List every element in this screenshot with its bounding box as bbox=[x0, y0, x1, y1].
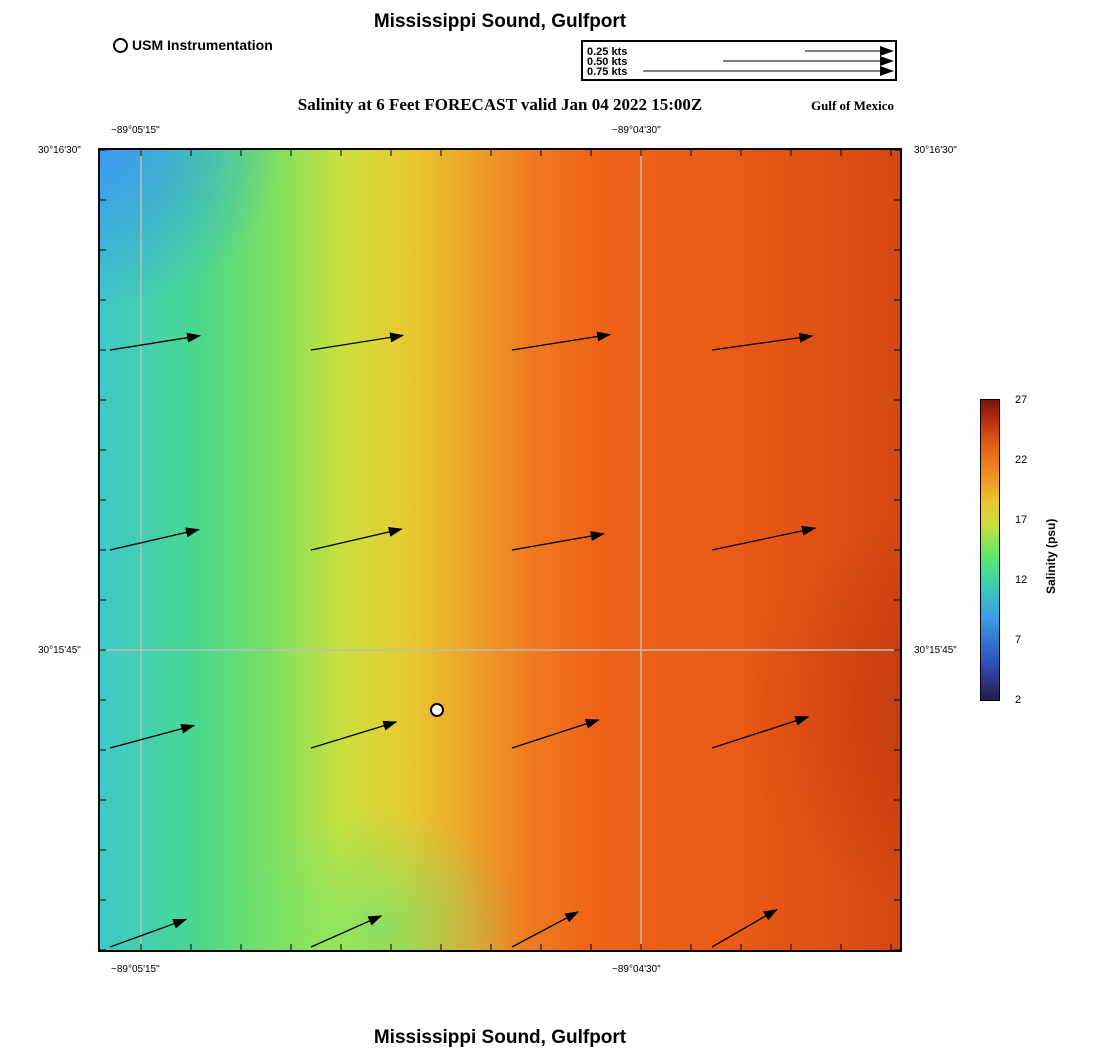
current-vector-r0-c1 bbox=[310, 332, 405, 351]
station-circle-icon bbox=[113, 37, 128, 53]
map-overlay bbox=[100, 150, 900, 950]
colorbar-tick-22: 22 bbox=[1015, 454, 1028, 466]
y-tick-right-2: 30°15'45" bbox=[914, 645, 957, 656]
current-vector-r1-c1 bbox=[310, 527, 403, 551]
current-vector-r3-c0 bbox=[109, 918, 188, 948]
salinity-map bbox=[98, 148, 902, 952]
map-footer-title: Mississippi Sound, Gulfport bbox=[373, 1027, 627, 1048]
colorbar-tick-27: 27 bbox=[1015, 394, 1028, 406]
x-tick-bottom-2: −89°04'30" bbox=[612, 964, 661, 975]
current-vector-r1-c3 bbox=[711, 525, 817, 551]
colorbar-tick-12: 12 bbox=[1015, 574, 1028, 586]
y-tick-left-1: 30°16'30" bbox=[38, 145, 81, 156]
y-tick-right-1: 30°16'30" bbox=[914, 145, 957, 156]
current-vector-r2-c2 bbox=[511, 719, 600, 749]
salinity-colorbar bbox=[980, 399, 1000, 701]
current-vector-r0-c2 bbox=[511, 331, 612, 351]
x-tick-top-2: −89°04'30" bbox=[612, 125, 661, 136]
map-subtitle: Salinity at 6 Feet FORECAST valid Jan 04… bbox=[297, 95, 703, 114]
speed-scale-legend: 0.25 kts 0.50 kts 0.75 kts bbox=[581, 40, 897, 81]
colorbar-title: Salinity (psu) bbox=[1044, 518, 1058, 594]
current-vector-r3-c1 bbox=[310, 915, 383, 948]
speed-label-075: 0.75 kts bbox=[587, 66, 628, 78]
colorbar-tick-17: 17 bbox=[1015, 514, 1028, 526]
current-vector-r3-c3 bbox=[711, 908, 778, 948]
x-tick-bottom-1: −89°05'15" bbox=[111, 964, 160, 975]
map-title: Mississippi Sound, Gulfport bbox=[373, 11, 627, 32]
speed-scale-arrows bbox=[643, 46, 894, 76]
current-vector-r0-c3 bbox=[711, 332, 814, 351]
current-vector-r1-c0 bbox=[109, 527, 200, 551]
current-vector-r2-c0 bbox=[109, 723, 196, 749]
usm-legend-label: USM Instrumentation bbox=[132, 37, 273, 53]
x-tick-top-1: −89°05'15" bbox=[111, 125, 160, 136]
usm-station-marker bbox=[430, 703, 444, 717]
colorbar-tick-7: 7 bbox=[1015, 634, 1022, 646]
speed-label-050: 0.50 kts bbox=[587, 56, 628, 68]
colorbar-tick-2: 2 bbox=[1015, 694, 1022, 706]
current-vector-r2-c3 bbox=[711, 715, 810, 749]
usm-legend: USM Instrumentation bbox=[113, 37, 273, 53]
y-tick-left-2: 30°15'45" bbox=[38, 645, 81, 656]
current-vector-r1-c2 bbox=[511, 531, 605, 551]
speed-label-025: 0.25 kts bbox=[587, 46, 628, 58]
current-vector-r3-c2 bbox=[511, 911, 580, 948]
current-vector-r2-c1 bbox=[310, 720, 398, 749]
salinity-field bbox=[100, 150, 900, 950]
current-vector-r0-c0 bbox=[109, 332, 202, 351]
current-vectors bbox=[109, 331, 817, 948]
region-label: Gulf of Mexico bbox=[811, 98, 895, 113]
